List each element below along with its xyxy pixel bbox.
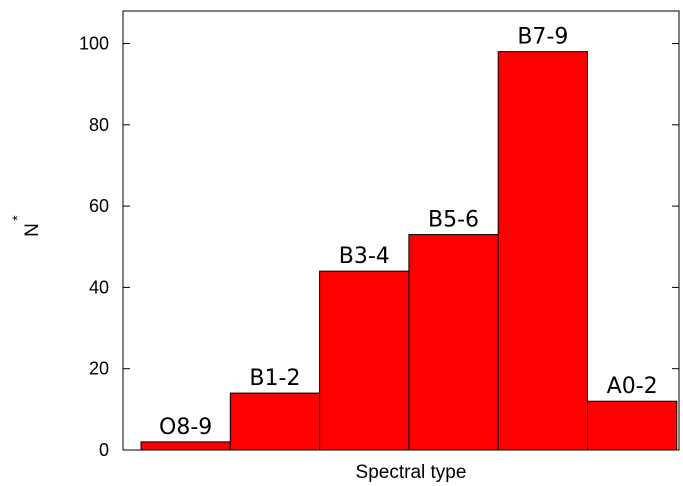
bar bbox=[408, 234, 499, 451]
x-axis-label: Spectral type bbox=[356, 462, 467, 483]
bar-label: A0-2 bbox=[607, 374, 658, 399]
y-tick-label: 20 bbox=[89, 359, 109, 379]
y-tick-label: 80 bbox=[89, 115, 109, 135]
y-axis-label: N * bbox=[9, 215, 43, 237]
bar-label: B1-2 bbox=[249, 366, 300, 391]
y-tick-label: 100 bbox=[79, 34, 109, 54]
bars-group bbox=[140, 51, 678, 451]
bar-label: B7-9 bbox=[517, 25, 568, 50]
y-axis-label-superscript: * bbox=[9, 215, 25, 221]
bar bbox=[229, 392, 321, 451]
y-axis-ticks: 0 20 40 60 80 100 bbox=[79, 34, 679, 460]
bar-label: B5-6 bbox=[428, 208, 479, 233]
plot-frame bbox=[122, 10, 680, 451]
y-tick-label: 40 bbox=[89, 277, 109, 297]
bar bbox=[587, 400, 678, 451]
bar-label: O8-9 bbox=[159, 415, 212, 440]
y-axis-label-text: N bbox=[22, 223, 43, 237]
bar bbox=[319, 270, 410, 451]
bar bbox=[497, 51, 589, 451]
bar-labels-group: O8-9 B1-2 B3-4 B5-6 B7-9 A0-2 bbox=[159, 25, 658, 440]
bar-label: B3-4 bbox=[339, 244, 390, 269]
y-tick-label: 60 bbox=[89, 196, 109, 216]
y-tick-label: 0 bbox=[99, 440, 109, 460]
bar bbox=[140, 441, 231, 451]
